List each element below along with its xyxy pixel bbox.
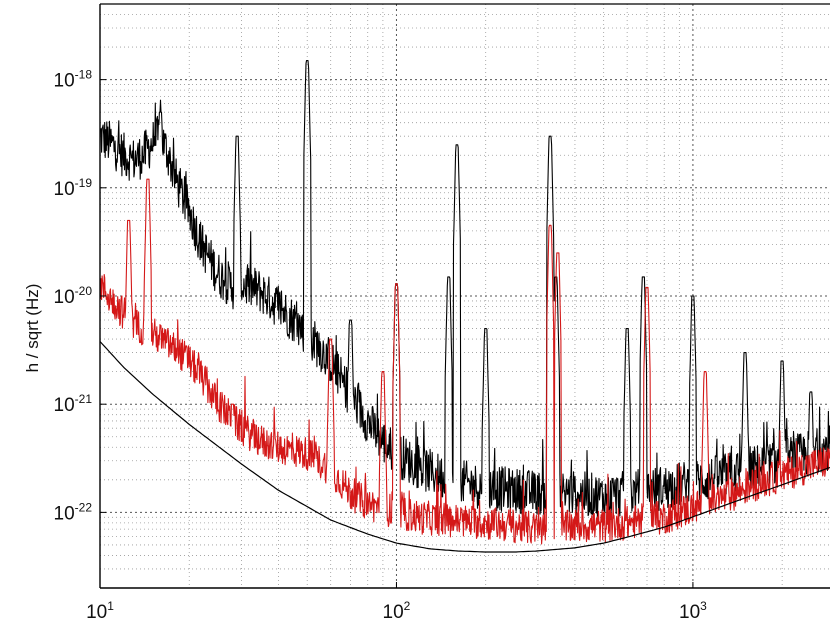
series-line-2	[99, 341, 830, 553]
x-tick-labels: 101 102 103	[86, 582, 707, 623]
y-tick-label: 10-21	[54, 392, 93, 416]
series-line-1	[99, 178, 830, 545]
series-layer	[99, 60, 830, 553]
x-tick-label: 102	[383, 599, 411, 623]
x-tick-label: 101	[86, 599, 114, 623]
y-tick-label: 10-19	[54, 176, 93, 200]
y-tick-labels: 10-18 10-19 10-20 10-21 10-22	[54, 68, 106, 524]
x-tick-label: 103	[679, 599, 707, 623]
y-tick-label: 10-20	[54, 284, 93, 308]
y-tick-label: 10-22	[54, 500, 93, 524]
y-axis-label: h / sqrt (Hz)	[23, 284, 42, 373]
grid	[100, 4, 830, 588]
y-tick-label: 10-18	[54, 68, 93, 92]
